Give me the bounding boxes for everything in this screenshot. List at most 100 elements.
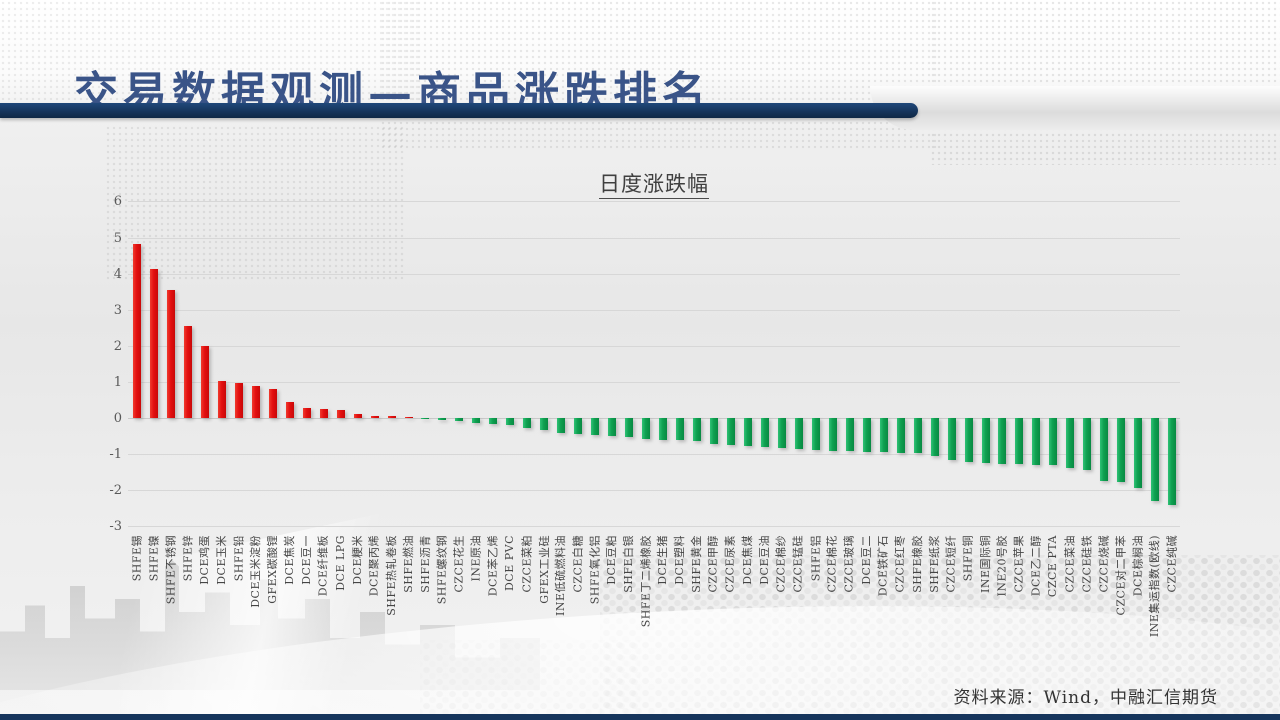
x-axis-label-SHFE沥青: SHFE沥青 <box>418 535 432 593</box>
gridline-y-2 <box>128 490 1180 491</box>
bar-DCE乙二醇 <box>1032 418 1041 465</box>
gridline-y5 <box>128 238 1180 239</box>
bar-CZCE菜粕 <box>523 418 532 429</box>
bar-DCE焦煤 <box>743 418 752 446</box>
bar-DCE纤维板 <box>319 408 328 418</box>
x-axis-label-CZCE菜粕: CZCE菜粕 <box>520 535 534 593</box>
bar-SHFE黄金 <box>693 418 701 442</box>
x-axis-label-CZCE菜油: CZCE菜油 <box>1063 535 1077 593</box>
x-axis-label-INE集运指数(欧线): INE集运指数(欧线) <box>1148 535 1162 638</box>
x-axis-label-DCE PVC: DCE PVC <box>503 535 517 592</box>
bar-GFEX工业硅 <box>540 418 549 430</box>
y-axis-tick-label: 1 <box>113 375 122 390</box>
bar-SHFE镍 <box>149 268 158 418</box>
bottom-accent-bar <box>0 714 1280 720</box>
x-axis-label-DCE聚丙烯: DCE聚丙烯 <box>367 535 381 597</box>
bar-SHFE热轧卷板 <box>387 416 396 418</box>
bar-SHFE铜 <box>964 418 973 463</box>
x-axis-label-CZCE烧碱: CZCE烧碱 <box>1097 535 1111 593</box>
x-axis-label-CZCE锰硅: CZCE锰硅 <box>791 535 805 593</box>
x-axis-label-DCE铁矿石: DCE铁矿石 <box>876 535 890 597</box>
x-axis-label-SHFE锡: SHFE锡 <box>130 535 143 582</box>
bar-GFEX碳酸锂 <box>268 389 277 418</box>
x-axis-label-DCE焦煤: DCE焦煤 <box>740 535 754 585</box>
bar-DCE豆油 <box>760 418 769 447</box>
bar-SHFE燃油 <box>404 417 413 419</box>
bar-SHFE螺纹钢 <box>438 418 447 420</box>
bar-CZCE玻璃 <box>845 418 854 452</box>
x-axis-label-CZCE棉花: CZCE棉花 <box>825 535 839 593</box>
x-axis-label-SHFE燃油: SHFE燃油 <box>401 535 415 593</box>
bar-CZCE白糖 <box>574 418 583 434</box>
x-axis-label-CZCE纯碱: CZCE纯碱 <box>1165 535 1179 593</box>
gridline-y-3 <box>128 526 1180 527</box>
x-axis-label-DCE粳米: DCE粳米 <box>350 535 364 585</box>
bar-SHFE白银 <box>625 418 634 438</box>
bar-CZCE PTA <box>1049 418 1058 465</box>
bar-DCE棕榈油 <box>1134 418 1143 488</box>
y-axis-tick-label: 6 <box>113 194 122 209</box>
bar-DCE玉米淀粉 <box>251 386 260 418</box>
bar-DCE生猪 <box>659 418 668 440</box>
bar-CZCE甲醇 <box>709 418 718 444</box>
x-axis-label-DCE生猪: DCE生猪 <box>656 535 670 585</box>
x-axis-label-CZCE甲醇: CZCE甲醇 <box>706 535 720 593</box>
bar-CZCE花生 <box>455 418 464 422</box>
x-axis-label-CZCE白糖: CZCE白糖 <box>571 535 585 593</box>
x-axis-label-CZCE棉纱: CZCE棉纱 <box>774 535 788 593</box>
x-axis-label-CZCE对二甲苯: CZCE对二甲苯 <box>1114 535 1128 616</box>
x-axis-label-INE低硫燃料油: INE低硫燃料油 <box>554 535 568 616</box>
bar-INE集运指数(欧线) <box>1151 418 1160 502</box>
x-axis-label-CZCE硅铁: CZCE硅铁 <box>1080 535 1094 593</box>
source-note: 资料来源：Wind，中融汇信期货 <box>953 688 1218 708</box>
x-axis-label-INE20号胶: INE20号胶 <box>995 535 1009 597</box>
bar-CZCE对二甲苯 <box>1117 418 1126 482</box>
bar-INE国际铜 <box>981 418 990 463</box>
x-axis-label-SHFE橡胶: SHFE橡胶 <box>910 535 924 593</box>
bar-DCE苯乙烯 <box>489 418 498 425</box>
x-axis-label-SHFE丁二烯橡胶: SHFE丁二烯橡胶 <box>639 535 653 628</box>
hexagon-pattern <box>420 640 640 720</box>
bar-DCE聚丙烯 <box>370 415 379 418</box>
bar-INE原油 <box>472 418 481 423</box>
x-axis-label-CZCE苹果: CZCE苹果 <box>1012 535 1026 593</box>
x-axis-label-INE原油: INE原油 <box>469 535 483 582</box>
x-axis-label-DCE塑料: DCE塑料 <box>673 535 687 585</box>
bar-SHFE橡胶 <box>913 418 922 454</box>
bar-CZCE红枣 <box>896 418 905 453</box>
bar-DCE豆一 <box>302 407 311 418</box>
x-axis-label-SHFE热轧卷板: SHFE热轧卷板 <box>384 535 398 616</box>
gridline-y4 <box>128 274 1180 275</box>
x-axis-label-CZCE红枣: CZCE红枣 <box>893 535 907 593</box>
x-axis-label-SHFE锌: SHFE锌 <box>180 535 194 582</box>
bar-DCE粳米 <box>353 414 362 418</box>
x-axis-label-SHFE不锈钢: SHFE不锈钢 <box>163 535 177 605</box>
gridline-y6 <box>128 201 1180 202</box>
x-axis-label-DCE玉米淀粉: DCE玉米淀粉 <box>248 535 262 608</box>
x-axis-label-SHFE镍: SHFE镍 <box>146 535 160 582</box>
title-divider-bar <box>0 103 918 118</box>
gridline-y1 <box>128 382 1180 383</box>
x-axis-label-SHFE氧化铝: SHFE氧化铝 <box>588 535 602 605</box>
x-axis-label-CZCE花生: CZCE花生 <box>452 535 466 593</box>
x-axis-label-SHFE铜: SHFE铜 <box>961 535 975 582</box>
x-axis-label-SHFE黄金: SHFE黄金 <box>690 535 704 593</box>
x-axis-label-CZCE短纤: CZCE短纤 <box>944 535 958 593</box>
x-axis-label-SHFE白银: SHFE白银 <box>622 535 636 593</box>
bar-DCE LPG <box>336 410 345 418</box>
y-axis-tick-label: 3 <box>113 303 122 318</box>
x-axis-label-SHFE铅: SHFE铅 <box>231 535 245 582</box>
bar-CZCE尿素 <box>726 418 735 445</box>
y-axis-tick-label: 5 <box>113 231 122 246</box>
bar-SHFE锌 <box>183 326 192 418</box>
bar-DCE豆粕 <box>608 418 617 437</box>
bar-DCE鸡蛋 <box>200 346 209 418</box>
x-axis-label-CZCE PTA: CZCE PTA <box>1046 535 1060 598</box>
x-axis-label-GFEX工业硅: GFEX工业硅 <box>537 535 551 604</box>
bar-SHFE氧化铝 <box>591 418 600 436</box>
bar-SHFE沥青 <box>421 418 430 419</box>
x-axis-label-GFEX碳酸锂: GFEX碳酸锂 <box>265 535 279 604</box>
bar-CZCE纯碱 <box>1168 418 1177 506</box>
x-axis-label-DCE苯乙烯: DCE苯乙烯 <box>486 535 500 597</box>
